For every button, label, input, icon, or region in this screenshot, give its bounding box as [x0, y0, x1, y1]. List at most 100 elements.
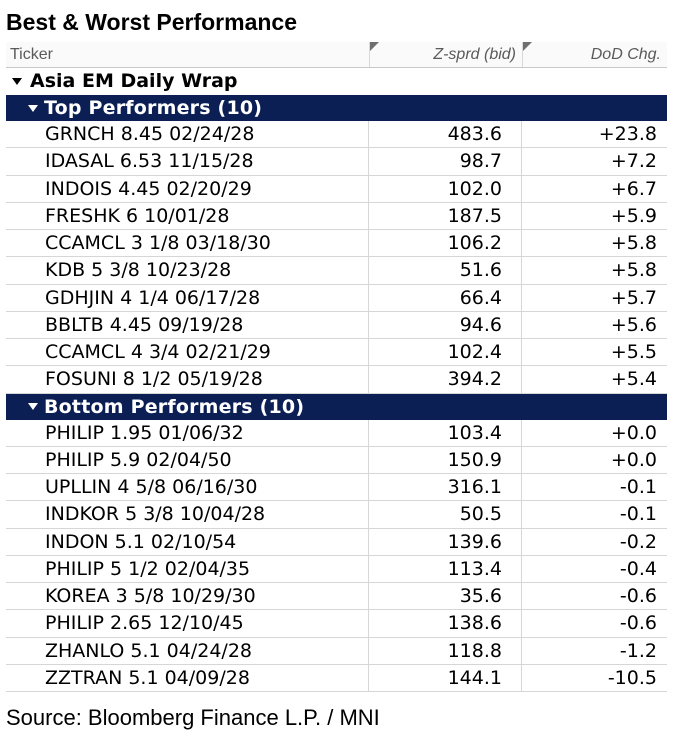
- column-sort-icon: [370, 42, 379, 51]
- dod-change-cell: +5.4: [610, 368, 657, 391]
- table-row[interactable]: UPLLIN 4 5/8 06/16/30 316.1 -0.1: [6, 474, 667, 502]
- ticker-cell: INDOIS 4.45 02/20/29: [6, 175, 369, 202]
- table-row[interactable]: PHILIP 2.65 12/10/45 138.6 -0.6: [6, 610, 667, 638]
- zsprd-cell: 66.4: [369, 284, 522, 311]
- table-row[interactable]: GDHJIN 4 1/4 06/17/28 66.4 +5.7: [6, 284, 667, 312]
- dod-change-cell: +0.0: [610, 421, 657, 444]
- collapse-triangle-icon[interactable]: [12, 78, 22, 85]
- zsprd-cell: 113.4: [369, 555, 522, 582]
- zsprd-cell: 138.6: [369, 610, 522, 637]
- ticker-cell: GRNCH 8.45 02/24/28: [6, 121, 369, 148]
- dod-change-cell: -0.2: [619, 530, 657, 553]
- zsprd-cell: 316.1: [369, 474, 522, 501]
- column-header-ticker[interactable]: Ticker: [6, 42, 369, 67]
- section-header-top-label: Top Performers (10): [44, 97, 263, 119]
- ticker-cell: UPLLIN 4 5/8 06/16/30: [6, 474, 369, 501]
- ticker-cell: BBLTB 4.45 09/19/28: [6, 311, 369, 338]
- dod-change-cell: +5.8: [610, 232, 657, 254]
- table-row[interactable]: INDOIS 4.45 02/20/29 102.0 +6.7: [6, 175, 667, 203]
- ticker-cell: ZHANLO 5.1 04/24/28: [6, 637, 369, 664]
- table-row[interactable]: FOSUNI 8 1/2 05/19/28 394.2 +5.4: [6, 366, 667, 394]
- collapse-triangle-icon[interactable]: [28, 104, 38, 112]
- zsprd-cell: 483.6: [369, 121, 522, 148]
- section-header-bottom-label: Bottom Performers (10): [44, 395, 305, 418]
- dod-change-cell: -0.1: [619, 476, 657, 498]
- table-row[interactable]: CCAMCL 3 1/8 03/18/30 106.2 +5.8: [6, 230, 667, 258]
- table-row[interactable]: BBLTB 4.45 09/19/28 94.6 +5.6: [6, 311, 667, 339]
- ticker-cell: KDB 5 3/8 10/23/28: [6, 257, 369, 284]
- ticker-cell: ZZTRAN 5.1 04/09/28: [6, 664, 369, 691]
- zsprd-cell: 102.0: [369, 175, 522, 202]
- dod-change-cell: -10.5: [607, 666, 657, 689]
- table-row[interactable]: INDON 5.1 02/10/54 139.6 -0.2: [6, 528, 667, 556]
- ticker-cell: INDKOR 5 3/8 10/04/28: [6, 501, 369, 528]
- table-row[interactable]: IDASAL 6.53 11/15/28 98.7 +7.2: [6, 148, 667, 176]
- table-row[interactable]: ZZTRAN 5.1 04/09/28 144.1 -10.5: [6, 664, 667, 692]
- dod-change-cell: +0.0: [610, 448, 657, 471]
- table-row[interactable]: CCAMCL 4 3/4 02/21/29 102.4 +5.5: [6, 339, 667, 367]
- ticker-cell: PHILIP 5 1/2 02/04/35: [6, 555, 369, 582]
- table-row[interactable]: FRESHK 6 10/01/28 187.5 +5.9: [6, 202, 667, 230]
- zsprd-cell: 118.8: [369, 637, 522, 664]
- zsprd-cell: 139.6: [369, 528, 522, 555]
- zsprd-cell: 394.2: [369, 366, 522, 393]
- dod-change-cell: +23.8: [598, 123, 657, 145]
- ticker-cell: FOSUNI 8 1/2 05/19/28: [6, 366, 369, 393]
- dod-change-cell: +5.5: [610, 341, 657, 363]
- top-performers-rows: GRNCH 8.45 02/24/28 483.6 +23.8 IDASAL 6.53…: [6, 121, 667, 394]
- group-header[interactable]: Asia EM Daily Wrap: [6, 68, 667, 95]
- section-header-top[interactable]: Top Performers (10): [6, 95, 667, 121]
- column-header-zsprd-label: Z-sprd (bid): [433, 46, 516, 63]
- zsprd-cell: 50.5: [369, 501, 522, 528]
- ticker-cell: FRESHK 6 10/01/28: [6, 202, 369, 229]
- table-row[interactable]: INDKOR 5 3/8 10/04/28 50.5 -0.1: [6, 501, 667, 529]
- dod-change-cell: -0.4: [619, 557, 657, 580]
- column-header-zsprd[interactable]: Z-sprd (bid): [369, 42, 522, 67]
- dod-change-cell: -1.2: [619, 639, 657, 662]
- column-header-row: Ticker Z-sprd (bid) DoD Chg.: [6, 42, 667, 68]
- ticker-cell: IDASAL 6.53 11/15/28: [6, 148, 369, 175]
- table-row[interactable]: KOREA 3 5/8 10/29/30 35.6 -0.6: [6, 583, 667, 611]
- ticker-cell: PHILIP 5.9 02/04/50: [6, 446, 369, 473]
- column-header-dod[interactable]: DoD Chg.: [522, 42, 667, 67]
- table-row[interactable]: PHILIP 5 1/2 02/04/35 113.4 -0.4: [6, 555, 667, 583]
- table-row[interactable]: ZHANLO 5.1 04/24/28 118.8 -1.2: [6, 637, 667, 665]
- zsprd-cell: 102.4: [369, 339, 522, 366]
- ticker-cell: INDON 5.1 02/10/54: [6, 528, 369, 555]
- zsprd-cell: 103.4: [369, 419, 522, 446]
- dod-change-cell: +5.8: [610, 259, 657, 282]
- ticker-cell: KOREA 3 5/8 10/29/30: [6, 583, 369, 610]
- dod-change-cell: -0.1: [619, 503, 657, 526]
- table-row[interactable]: PHILIP 5.9 02/04/50 150.9 +0.0: [6, 446, 667, 474]
- column-sort-icon: [523, 42, 532, 51]
- zsprd-cell: 106.2: [369, 230, 522, 257]
- zsprd-cell: 94.6: [369, 311, 522, 338]
- table-row[interactable]: GRNCH 8.45 02/24/28 483.6 +23.8: [6, 121, 667, 149]
- zsprd-cell: 51.6: [369, 257, 522, 284]
- ticker-cell: PHILIP 1.95 01/06/32: [6, 419, 369, 446]
- column-header-ticker-label: Ticker: [10, 46, 53, 63]
- ticker-cell: GDHJIN 4 1/4 06/17/28: [6, 284, 369, 311]
- dod-change-cell: +7.2: [610, 150, 657, 173]
- section-header-bottom[interactable]: Bottom Performers (10): [6, 393, 667, 420]
- source-caption: Source: Bloomberg Finance L.P. / MNI: [6, 705, 380, 730]
- ticker-cell: PHILIP 2.65 12/10/45: [6, 610, 369, 637]
- dod-change-cell: -0.6: [619, 585, 657, 607]
- table-row[interactable]: PHILIP 1.95 01/06/32 103.4 +0.0: [6, 419, 667, 447]
- zsprd-cell: 98.7: [369, 148, 522, 175]
- zsprd-cell: 35.6: [369, 583, 522, 610]
- group-header-label: Asia EM Daily Wrap: [30, 70, 238, 92]
- dod-change-cell: +5.9: [610, 204, 657, 227]
- zsprd-cell: 150.9: [369, 446, 522, 473]
- column-header-dod-label: DoD Chg.: [590, 46, 661, 63]
- dod-change-cell: -0.6: [619, 612, 657, 635]
- collapse-triangle-icon[interactable]: [28, 403, 38, 410]
- ticker-cell: CCAMCL 3 1/8 03/18/30: [6, 230, 369, 257]
- dod-change-cell: +5.7: [610, 286, 657, 309]
- table-row[interactable]: KDB 5 3/8 10/23/28 51.6 +5.8: [6, 257, 667, 285]
- zsprd-cell: 187.5: [369, 202, 522, 229]
- performance-table: Ticker Z-sprd (bid) DoD Chg. Asia EM Dai…: [6, 42, 667, 692]
- ticker-cell: CCAMCL 4 3/4 02/21/29: [6, 339, 369, 366]
- dod-change-cell: +5.6: [610, 313, 657, 336]
- zsprd-cell: 144.1: [369, 664, 522, 691]
